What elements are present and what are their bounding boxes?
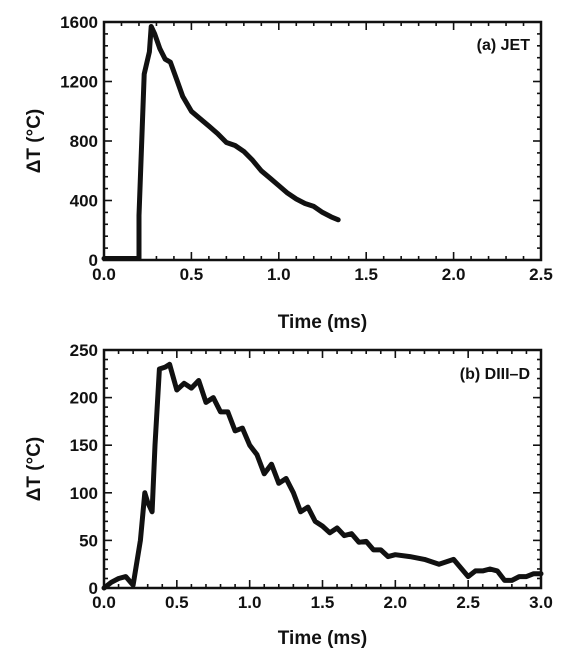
y-tick-label: 800 [70,132,98,151]
series-line [101,24,341,261]
x-axis-title: Time (ms) [278,628,367,649]
y-tick-label: 1600 [60,13,98,32]
x-tick-label: 2.5 [529,265,553,284]
x-tick-label: 0.5 [180,265,204,284]
y-axis-title: ΔT (°C) [24,437,45,502]
y-tick-label: 100 [70,484,98,503]
series-line [101,361,544,591]
y-tick-label: 1200 [60,73,98,92]
x-tick-label: 3.0 [529,593,553,612]
plot-frame [102,348,543,590]
y-tick-label: 0 [89,251,98,270]
y-tick-label: 50 [79,531,98,550]
y-tick-label: 400 [70,192,98,211]
panel-b-diii-d: 0.0 0.5 1.0 1.5 2.0 2.5 3.0 0 50 100 150 200 250 Time… [24,341,553,649]
x-tick-label: 1.5 [354,265,378,284]
x-tick-label: 1.5 [311,593,335,612]
y-tick-label: 150 [70,436,98,455]
plot-frame [102,20,543,262]
x-tick-label: 2.0 [384,593,408,612]
x-tick-label: 0.5 [165,593,189,612]
y-tick-label: 250 [70,341,98,360]
y-axis-title: ΔT (°C) [24,109,45,174]
x-axis-title: Time (ms) [278,312,367,333]
y-tick-label: 200 [70,389,98,408]
panel-a-jet: 0.0 0.5 1.0 1.5 2.0 2.5 0 400 800 1200 1600 Time (m… [24,13,553,333]
x-tick-label: 0.0 [92,593,116,612]
y-tick-label: 0 [89,579,98,598]
x-tick-label: 1.0 [267,265,291,284]
x-tick-label: 0.0 [92,265,116,284]
x-tick-label: 2.5 [456,593,480,612]
x-tick-label: 2.0 [442,265,466,284]
x-tick-label: 1.0 [238,593,262,612]
panel-annotation: (b) DIII–D [460,366,530,383]
panel-annotation: (a) JET [477,37,531,54]
